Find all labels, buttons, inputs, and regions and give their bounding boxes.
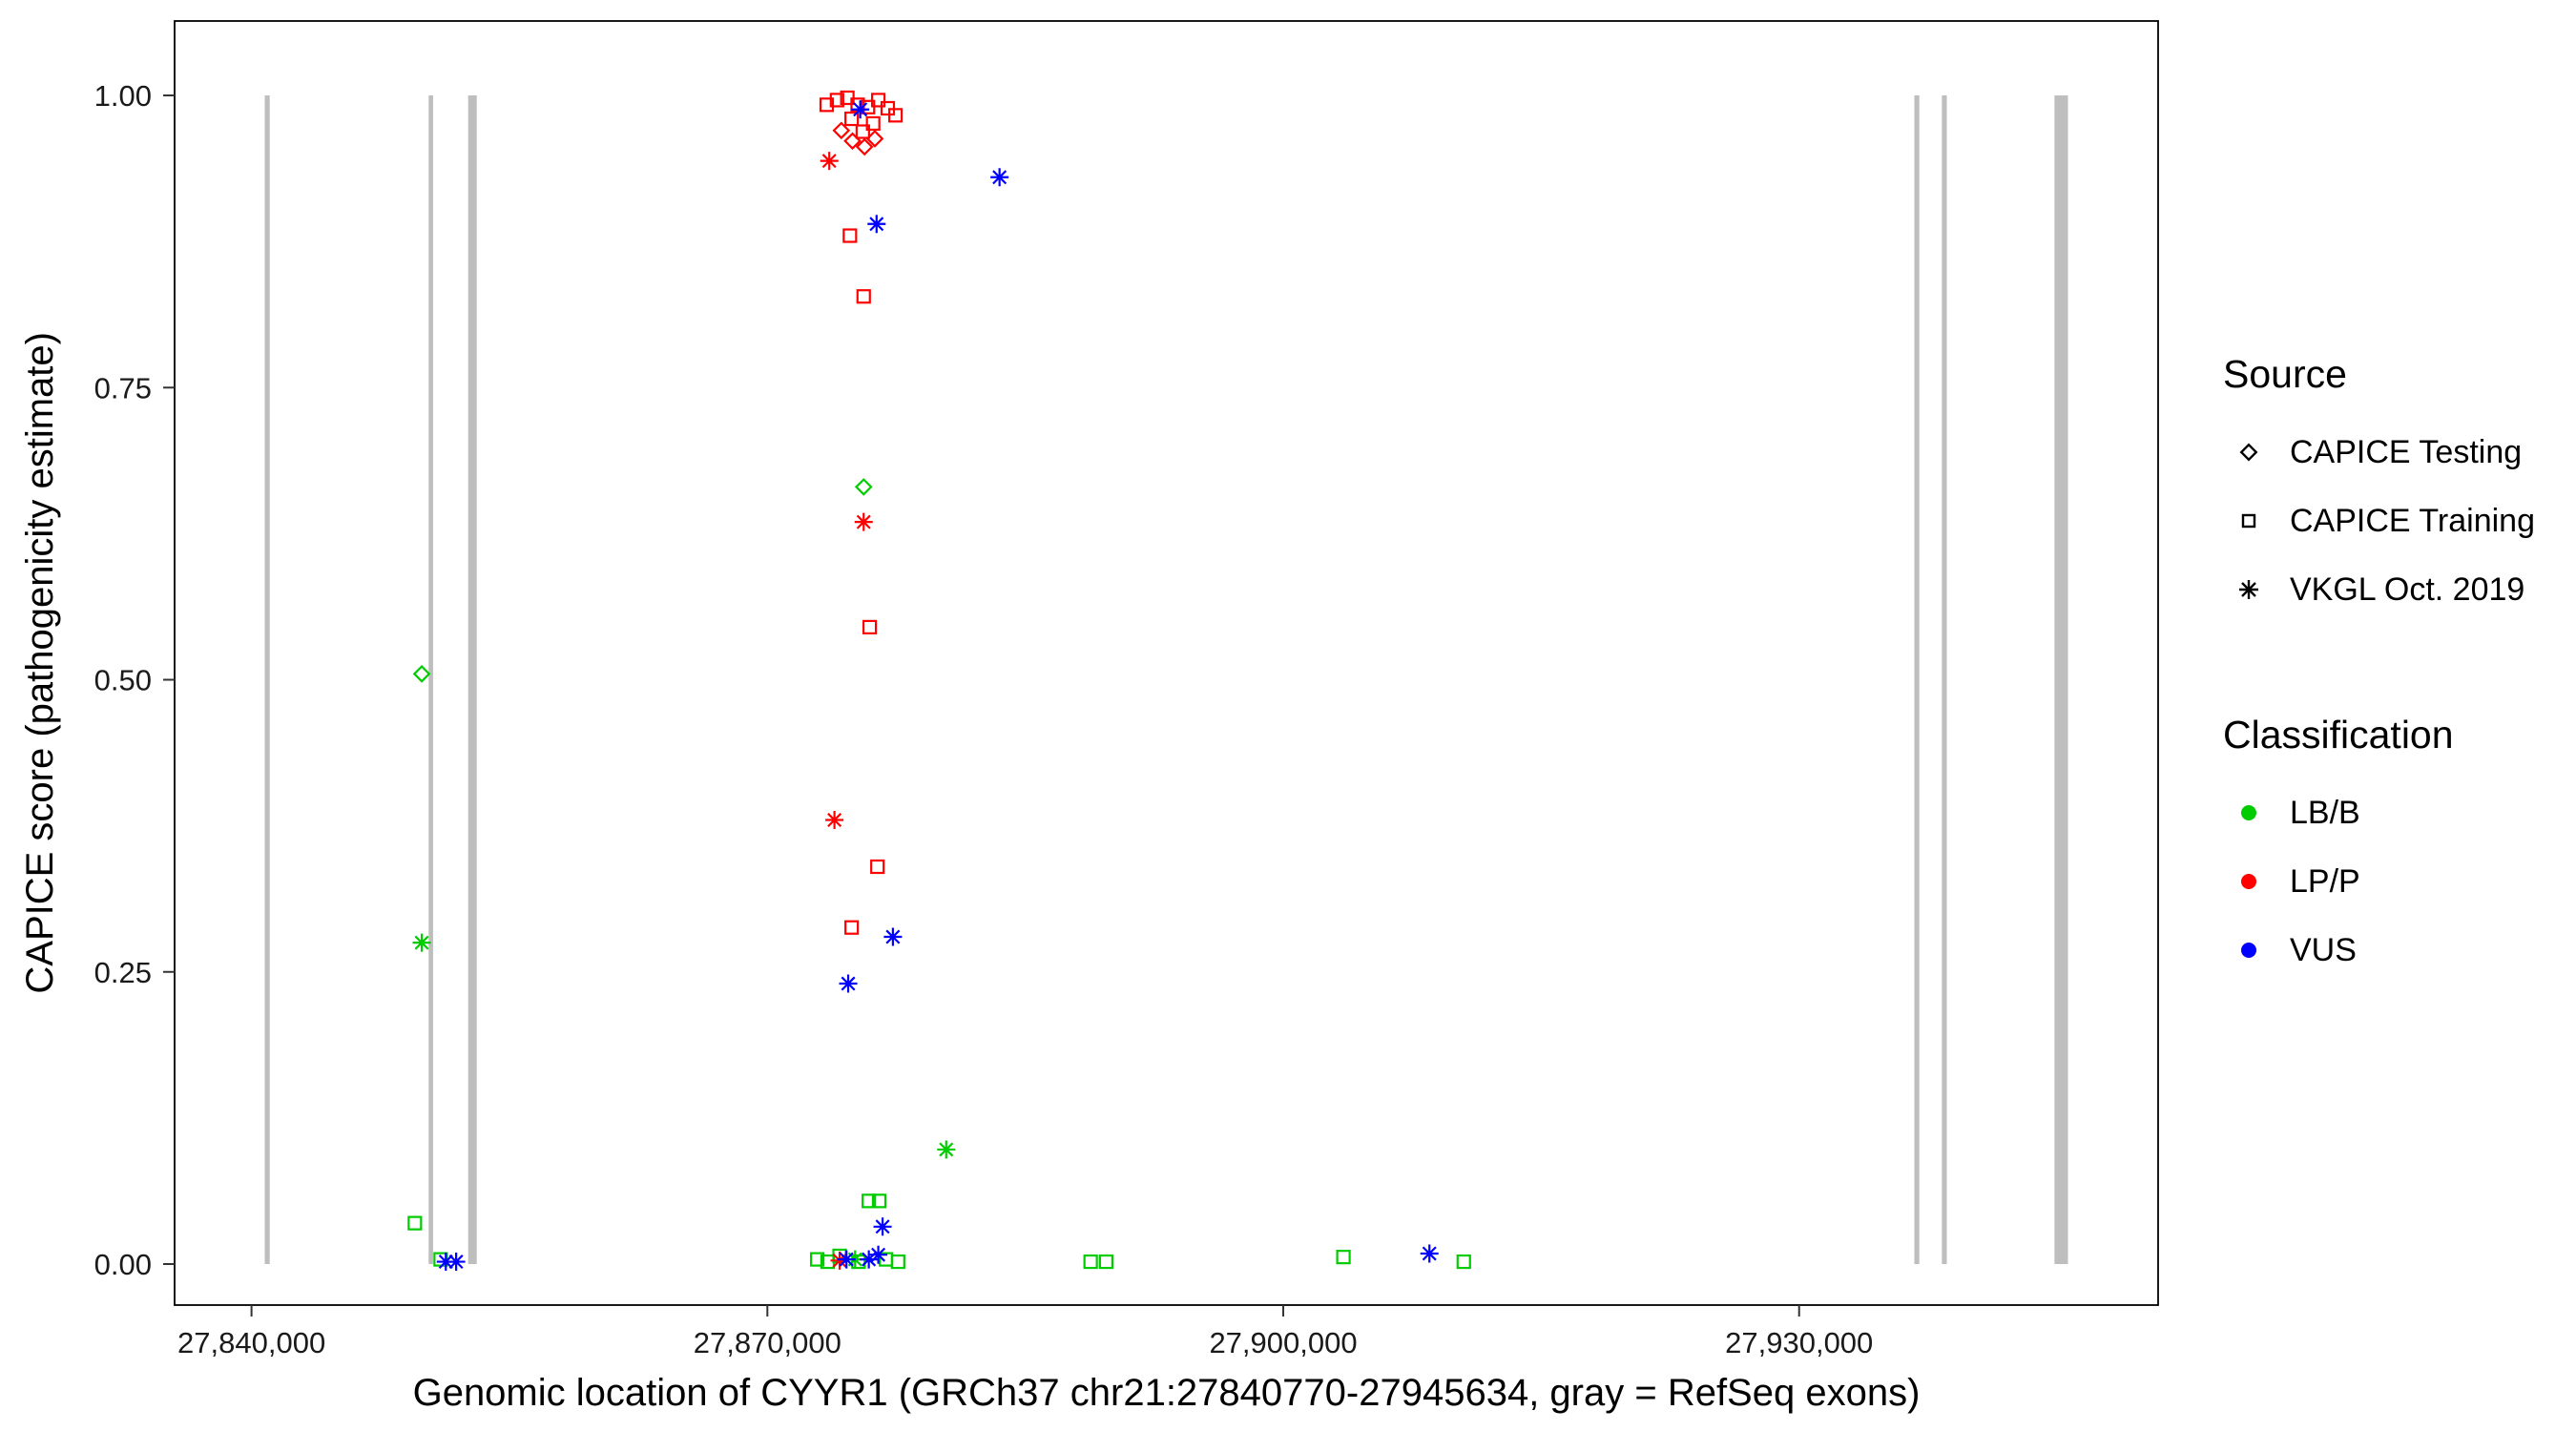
data-point [809,1252,825,1267]
y-tick-label: 0.75 [94,371,152,404]
diamond-icon [2239,443,2258,462]
data-point [819,97,835,113]
asterisk-icon [2239,580,2258,599]
data-point [856,289,871,304]
data-point [862,619,878,634]
legend-source-block: Source CAPICE Testing CAPICE Training VK… [2223,351,2535,624]
legend-label-capice-training: CAPICE Training [2290,502,2535,539]
data-point [412,665,431,683]
data-point [447,1253,466,1272]
data-point [832,121,851,140]
data-point [412,933,431,952]
data-point [1336,1250,1351,1265]
data-point [870,859,885,875]
data-point [873,1217,892,1236]
legend-item-lpp: LP/P [2223,847,2535,916]
legend-label-lpp: LP/P [2290,862,2360,900]
data-point [855,137,874,156]
legend-item-vus: VUS [2223,916,2535,985]
exon-bar [264,95,270,1265]
square-icon [2241,513,2256,529]
data-point [865,130,884,148]
data-point [830,1251,849,1270]
legend-item-lbb: LB/B [2223,778,2535,847]
exon-bar [428,95,433,1265]
y-tick-label: 0.50 [94,664,152,697]
data-point [1420,1244,1439,1263]
exon-bar [1942,95,1947,1265]
data-point [407,1215,423,1231]
data-point [854,478,873,496]
green-dot-icon [2241,805,2256,820]
legend-label-capice-testing: CAPICE Testing [2290,433,2523,470]
exon-bar [467,95,477,1265]
data-point [842,228,858,243]
x-axis-title: Genomic location of CYYR1 (GRCh37 chr21:… [412,1372,1921,1414]
legend-label-vkgl: VKGL Oct. 2019 [2290,570,2525,608]
data-point [865,115,881,132]
data-point [820,152,839,171]
legend-classification-block: Classification LB/B LP/P VUS [2223,712,2535,985]
y-tick-label: 1.00 [94,79,152,113]
data-point [825,811,844,830]
data-point [436,1253,455,1272]
data-point [870,93,886,108]
legend-label-vus: VUS [2290,931,2357,968]
data-point [871,1193,887,1209]
y-axis-title-wrap: CAPICE score (pathogenicity estimate) [15,0,65,1326]
exon-bar [2054,95,2068,1265]
data-point [851,100,870,119]
data-point [851,1254,866,1270]
legend-item-capice-training: CAPICE Training [2223,487,2535,555]
red-dot-icon [2241,874,2256,889]
legend-classification-title: Classification [2223,713,2454,757]
data-point [844,920,860,935]
data-point [1098,1254,1113,1270]
data-point [869,1245,888,1264]
data-point [862,1193,877,1209]
legend-source-title: Source [2223,352,2347,396]
data-point [837,1250,856,1269]
data-point [855,124,870,139]
exon-bar [1914,95,1920,1265]
legend-item-capice-testing: CAPICE Testing [2223,418,2535,487]
data-point [1083,1254,1098,1270]
data-point [839,974,858,993]
data-point [867,215,886,234]
legend-item-vkgl: VKGL Oct. 2019 [2223,555,2535,624]
data-point [860,1250,879,1269]
data-point [829,93,844,108]
y-tick-label: 0.00 [94,1248,152,1281]
x-tick-label: 27,870,000 [694,1326,841,1359]
data-point [883,927,903,946]
panel-border [174,20,2159,1306]
x-tick-label: 27,900,000 [1209,1326,1357,1359]
x-tick-label: 27,930,000 [1725,1326,1873,1359]
x-tick-label: 27,840,000 [177,1326,325,1359]
data-point [887,108,904,123]
blue-dot-icon [2241,943,2256,958]
data-point [1456,1254,1471,1270]
data-point [843,132,862,151]
data-point [937,1140,956,1159]
data-point [844,111,860,127]
data-point [990,168,1009,187]
y-axis-title: CAPICE score (pathogenicity estimate) [18,332,61,994]
legend: Source CAPICE Testing CAPICE Training VK… [2223,351,2535,985]
legend-label-lbb: LB/B [2290,794,2360,831]
y-tick-label: 0.25 [94,956,152,989]
data-point [890,1254,905,1270]
data-point [854,512,873,531]
